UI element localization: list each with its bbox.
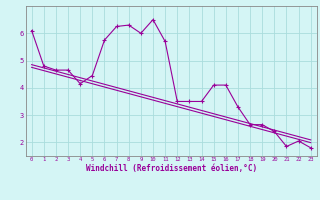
X-axis label: Windchill (Refroidissement éolien,°C): Windchill (Refroidissement éolien,°C) bbox=[86, 164, 257, 173]
